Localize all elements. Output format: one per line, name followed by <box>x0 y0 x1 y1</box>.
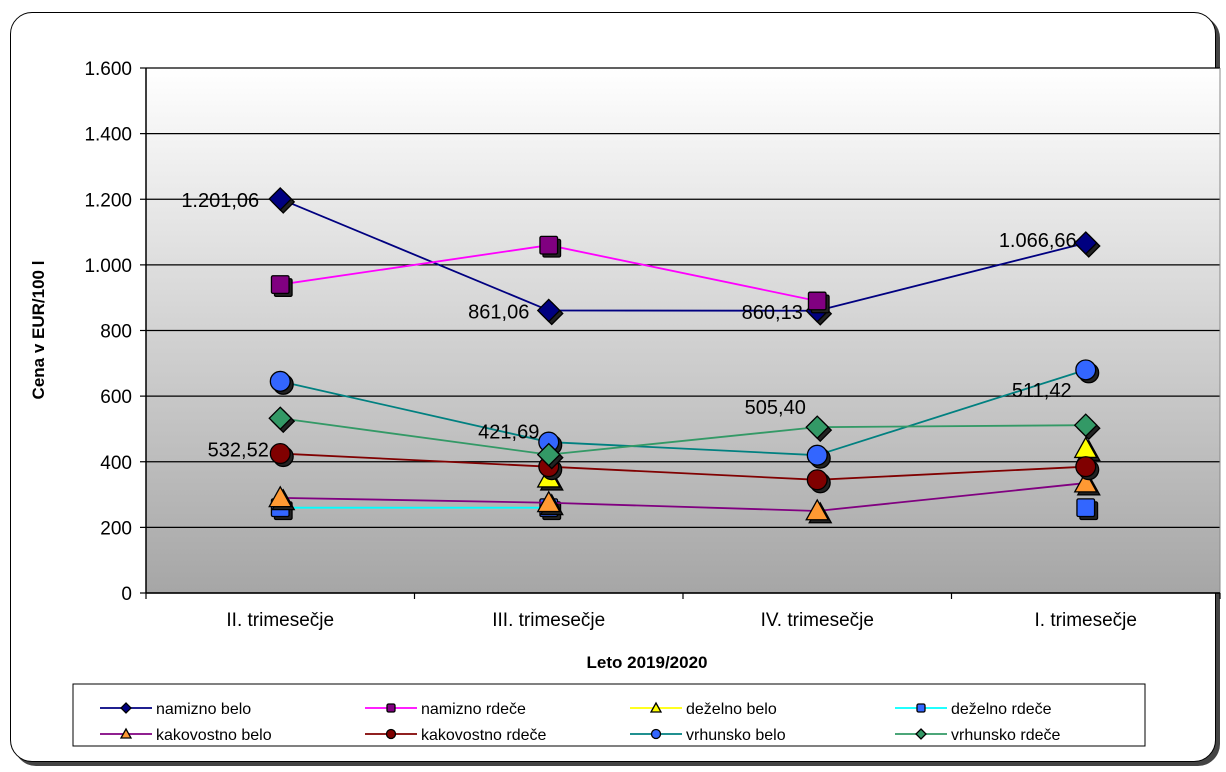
legend-item: namizno belo <box>100 701 251 718</box>
legend-box <box>72 683 1146 747</box>
series-line-segment <box>548 441 818 457</box>
legend-label: namizno rdeče <box>421 701 526 718</box>
data-point <box>1076 498 1096 518</box>
x-tick-label: I. trimesečje <box>1035 610 1137 631</box>
series-line-segment <box>817 465 1086 481</box>
legend-marker <box>385 728 397 740</box>
x-tick-label: II. trimesečje <box>226 610 334 631</box>
legend-label: vrhunsko belo <box>686 727 786 744</box>
legend-item: namizno rdeče <box>365 701 526 718</box>
legend-label: deželno belo <box>686 701 777 718</box>
legend-marker <box>916 703 926 713</box>
y-tick-label: 800 <box>100 322 132 343</box>
series-line-segment <box>817 424 1086 429</box>
series-line-segment <box>817 242 1086 312</box>
x-axis-title: Leto 2019/2020 <box>587 653 708 672</box>
y-axis: 0 200 400 600 800 1.000 1.200 1.400 1.600 <box>84 59 1221 605</box>
series-6 <box>269 359 1100 469</box>
legend-item: deželno rdeče <box>895 701 1052 718</box>
series-line-segment <box>548 501 818 512</box>
data-point <box>268 406 293 431</box>
data-point <box>1075 359 1097 381</box>
legend-item: deželno belo <box>630 701 777 718</box>
legend-marker <box>915 728 927 740</box>
data-point <box>805 415 830 440</box>
series-line-segment <box>280 452 549 468</box>
data-point <box>268 186 293 211</box>
legend-item: kakovostno rdeče <box>365 727 547 744</box>
y-tick-label: 1.400 <box>84 125 132 146</box>
data-label: 505,40 <box>745 397 806 419</box>
x-tick-label: IV. trimesečje <box>761 610 874 631</box>
legend-marker <box>650 728 662 740</box>
series-5 <box>269 442 1100 494</box>
data-point <box>1073 470 1098 493</box>
data-point <box>807 291 827 311</box>
series-line-segment <box>816 369 1087 457</box>
series-line-segment <box>280 244 549 286</box>
series-1 <box>270 235 830 314</box>
legend-marker <box>120 702 132 714</box>
y-tick-label: 600 <box>100 387 132 408</box>
series-line-segment <box>280 496 549 504</box>
data-point <box>536 490 561 513</box>
y-tick-label: 0 <box>121 584 132 605</box>
data-label: 861,06 <box>468 301 529 323</box>
y-axis-title: Cena v EUR/100 l <box>29 261 48 400</box>
legend-label: kakovostno belo <box>156 727 272 744</box>
data-point <box>1075 456 1097 478</box>
series-line-segment <box>817 482 1086 512</box>
data-label: 532,52 <box>208 439 269 461</box>
legend-label: namizno belo <box>156 701 251 718</box>
x-tick-label: III. trimesečje <box>492 610 605 631</box>
gridlines <box>146 67 1220 594</box>
data-label: 1.201,06 <box>181 190 259 212</box>
y-tick-label: 200 <box>100 518 132 539</box>
data-point <box>539 235 559 255</box>
series-4 <box>268 470 1101 524</box>
legend-item: vrhunsko belo <box>630 727 786 744</box>
y-tick-label: 1.600 <box>84 59 132 80</box>
data-point <box>269 370 291 392</box>
data-label: 421,69 <box>478 422 539 444</box>
legend-marker <box>119 727 133 739</box>
series-line-segment <box>280 380 549 443</box>
data-point <box>536 442 561 467</box>
legend-item: kakovostno belo <box>100 727 272 744</box>
data-point <box>805 498 830 521</box>
data-label: 511,42 <box>1012 380 1072 402</box>
data-point <box>270 275 290 295</box>
data-point <box>1073 413 1098 438</box>
legend-item: vrhunsko rdeče <box>895 727 1060 744</box>
series-line-segment <box>279 198 550 312</box>
legend-label: kakovostno rdeče <box>421 727 547 744</box>
data-point <box>268 485 293 508</box>
series-line-segment <box>548 244 818 302</box>
data-point <box>806 444 828 466</box>
series-7 <box>268 406 1101 470</box>
y-tick-label: 1.000 <box>84 256 132 277</box>
data-point <box>806 469 828 491</box>
data-labels: 1.201,06 861,06 860,13 1.066,66 532,52 421,69… <box>181 190 1076 461</box>
x-axis: II. trimesečje III. trimesečje IV. trimese… <box>145 592 1221 631</box>
y-tick-label: 1.200 <box>84 190 132 211</box>
data-label: 860,13 <box>742 302 803 324</box>
series-line-segment <box>548 426 818 456</box>
legend-marker <box>386 703 396 713</box>
series-line-segment <box>548 465 818 481</box>
series-line-segment <box>280 417 549 456</box>
data-point <box>269 442 291 465</box>
legend-label: vrhunsko rdeče <box>951 727 1060 744</box>
data-label: 1.066,66 <box>999 230 1077 252</box>
legend-label: deželno rdeče <box>951 701 1052 718</box>
data-point <box>1073 231 1098 255</box>
series-group <box>268 186 1101 524</box>
legend-marker <box>649 701 663 713</box>
y-tick-label: 400 <box>100 453 132 474</box>
data-point <box>536 298 561 323</box>
legend: namizno belo namizno rdeče deželno belo dež… <box>100 701 1060 744</box>
